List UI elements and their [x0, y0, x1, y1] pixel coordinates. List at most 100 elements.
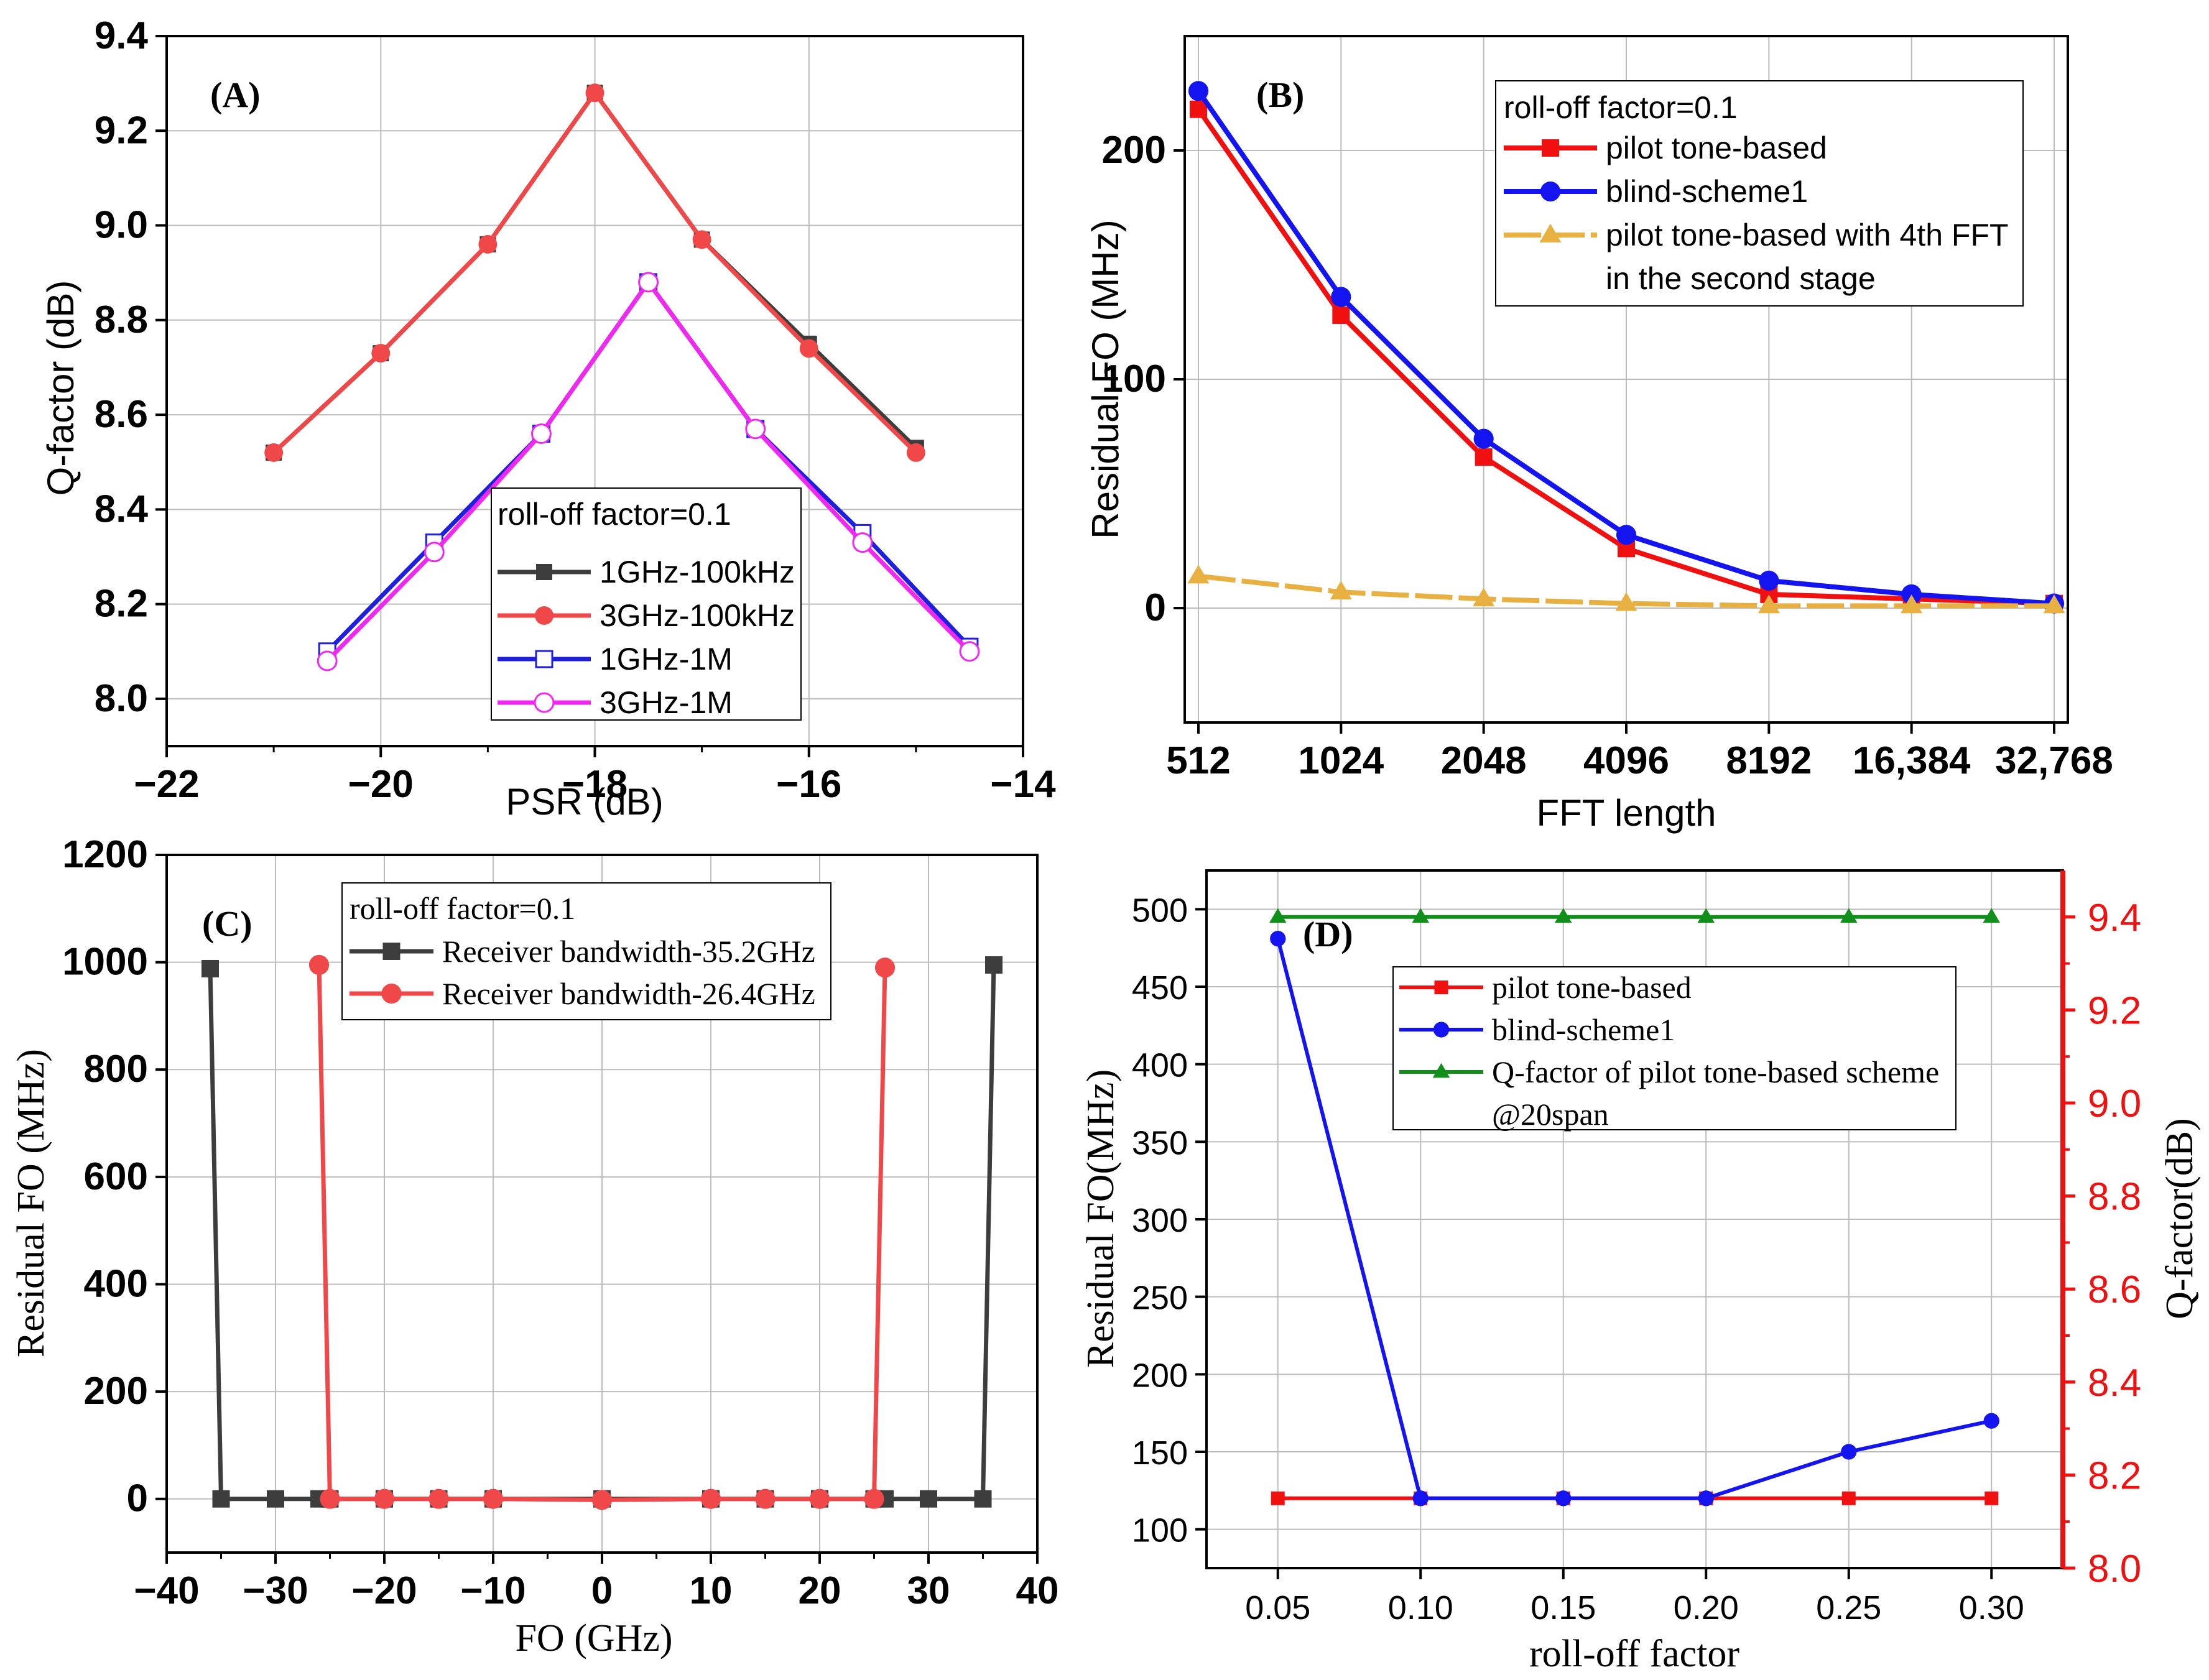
data-point [1412, 1490, 1429, 1507]
legend-label: 1GHz-100kHz [600, 555, 795, 589]
panel-a-y-axis-label: Q-factor (dB) [40, 280, 81, 496]
legend-label: blind-scheme1 [1606, 174, 1808, 209]
panel-c-legend-title: roll-off factor=0.1 [350, 891, 575, 926]
legend-entry: 3GHz-1M [498, 685, 733, 720]
data-point [1555, 1490, 1572, 1507]
legend-label-line2: @20span [1492, 1097, 1609, 1132]
data-point [1332, 306, 1350, 324]
y-tick-label: 500 [1132, 892, 1188, 929]
panel-a-x-axis-label: PSR (dB) [506, 781, 663, 823]
data-point [530, 423, 552, 444]
legend-label: Receiver bandwidth-35.2GHz [442, 934, 815, 969]
x-tick-label: 40 [1016, 1569, 1059, 1612]
panel-b: 512 1024 2048 4096 8192 16,384 32,768 0 100 200 (… [1085, 35, 2113, 834]
legend-swatch-marker [535, 650, 553, 668]
data-point [1412, 908, 1429, 923]
legend-entry: Receiver bandwidth-26.4GHz [350, 976, 815, 1011]
legend-entry: 1GHz-1M [498, 642, 733, 676]
data-point [1270, 931, 1286, 947]
y-tick-label: 0 [127, 1477, 148, 1520]
legend-entry: pilot tone-based with 4th FFT in the seco… [1504, 218, 2009, 296]
data-point [809, 1488, 830, 1509]
data-point [478, 235, 498, 254]
y-tick-label: 9.0 [95, 204, 148, 247]
data-point [1271, 1491, 1285, 1505]
y2-tick-label: 9.4 [2088, 897, 2141, 939]
data-point [308, 954, 330, 976]
y-tick-label: 200 [84, 1370, 148, 1413]
x-tick-label: 0 [591, 1569, 613, 1612]
legend-swatch-marker [534, 692, 555, 713]
y-tick-label: 200 [1132, 1357, 1188, 1394]
y-tick-label: 450 [1132, 969, 1188, 1007]
y2-tick-label: 9.2 [2088, 989, 2141, 1032]
y-tick-label: 100 [1132, 1512, 1188, 1549]
data-point [1615, 592, 1637, 611]
data-point [1269, 908, 1287, 923]
series-pilot-tone-based-with-4th-fft [1187, 565, 2065, 614]
x-tick-label: 10 [690, 1569, 733, 1612]
y-tick-label: 8.6 [95, 393, 148, 436]
panel-d-ticks: 0.05 0.10 0.15 0.20 0.25 0.30 100 150 200 250 300 3… [1132, 892, 2141, 1627]
data-point [745, 418, 766, 440]
data-point [1331, 287, 1351, 307]
y2-tick-label: 8.2 [2088, 1454, 2141, 1497]
y-tick-label: 400 [1132, 1047, 1188, 1084]
data-point [1901, 584, 1922, 605]
legend-entry: Receiver bandwidth-35.2GHz [350, 934, 815, 969]
data-point [1757, 594, 1780, 614]
legend-entry: blind-scheme1 [1504, 174, 1808, 209]
data-point [906, 443, 925, 462]
data-point [700, 1488, 721, 1509]
y-tick-label: 400 [84, 1262, 148, 1305]
data-point [267, 1490, 284, 1508]
x-tick-label: 8192 [1726, 739, 1812, 782]
panel-d-legend-box [1392, 966, 1957, 1130]
x-tick-label: 30 [907, 1569, 950, 1612]
x-tick-label: −30 [243, 1569, 308, 1612]
y-tick-label: 300 [1132, 1202, 1188, 1239]
panel-d-series [1269, 908, 2000, 1507]
y-tick-label: 8.0 [95, 677, 148, 720]
legend-swatch-marker [1542, 139, 1559, 157]
data-point [320, 1488, 340, 1509]
data-point [1475, 448, 1493, 466]
legend-swatch-marker [1540, 181, 1561, 202]
legend-swatch-marker [382, 943, 401, 960]
data-point [585, 83, 604, 103]
panel-c-ticks: −40 −30 −20 −10 0 10 20 30 400200400600800100012… [62, 833, 1058, 1612]
legend-label-line2: in the second stage [1606, 261, 1876, 296]
series-q-factor-of-pilot-tone-based-scheme [1269, 908, 2000, 923]
panel-d-legend: pilot tone-based blind-scheme1 Q-factor of… [1392, 966, 1957, 1132]
y-tick-label: 8.2 [95, 583, 148, 625]
legend-label: 1GHz-1M [600, 642, 733, 676]
legend-swatch-marker [1434, 981, 1448, 994]
y2-tick-label: 8.8 [2088, 1176, 2141, 1219]
panel-a-series [264, 83, 980, 672]
panel-a-legend-box [491, 487, 802, 721]
x-tick-label: −22 [134, 763, 199, 806]
panel-d-y-axis-label: Residual FO(MHz) [1080, 1069, 1122, 1368]
panel-d-legend-entries: pilot tone-based blind-scheme1 Q-factor of… [1399, 970, 1939, 1132]
legend-swatch-marker [535, 606, 553, 625]
data-point [424, 542, 445, 563]
data-point [874, 958, 896, 978]
legend-entry: 3GHz-100kHz [498, 598, 795, 633]
legend-entry: blind-scheme1 [1399, 1012, 1675, 1047]
y-tick-label: 100 [1102, 358, 1166, 400]
x-tick-label: 0.20 [1674, 1589, 1739, 1627]
data-point [920, 1490, 937, 1508]
panel-c-legend-entries: Receiver bandwidth-35.2GHz Receiver bandw… [350, 934, 815, 1011]
data-point [974, 1490, 992, 1508]
data-point [374, 1488, 395, 1509]
panel-b-y-axis-label: Residual FO (MHz) [1085, 219, 1126, 538]
data-point [1840, 908, 1858, 923]
series-blind-scheme1 [1270, 931, 1999, 1507]
data-point [1555, 908, 1572, 923]
legend-label: 3GHz-100kHz [600, 598, 795, 633]
data-point [212, 1490, 230, 1508]
x-tick-label: −20 [351, 1569, 417, 1612]
panel-c-x-axis-label: FO (GHz) [515, 1617, 672, 1659]
legend-swatch-marker [536, 564, 552, 580]
